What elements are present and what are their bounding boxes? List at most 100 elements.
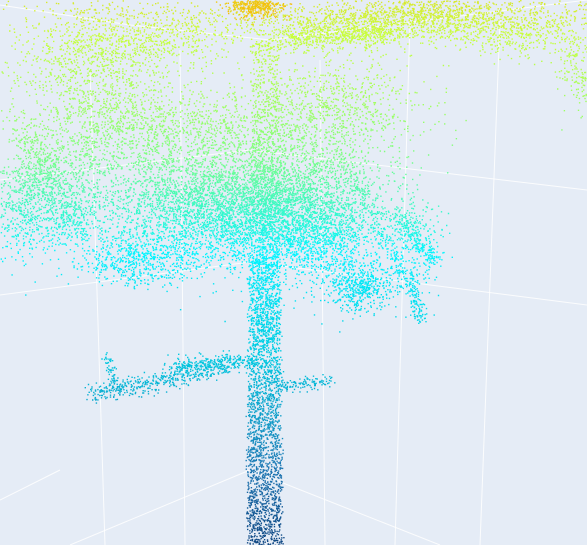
point-cloud-marker-group — [22, 43, 578, 46]
point-cloud-marker-group — [11, 207, 415, 210]
point-cloud-marker-group — [27, 156, 408, 159]
grid-line — [129, 24, 271, 41]
point-cloud-marker-group — [21, 189, 370, 192]
point-cloud-marker-group — [247, 539, 282, 541]
point-cloud-marker-group — [255, 430, 273, 432]
point-cloud-marker-group — [253, 404, 279, 407]
point-cloud-marker-group — [105, 353, 272, 357]
point-cloud-marker-group — [36, 56, 585, 60]
point-cloud-marker-group — [57, 17, 587, 20]
point-cloud-marker-group — [260, 446, 262, 449]
point-cloud-marker-group — [25, 294, 440, 297]
point-cloud-marker-group — [248, 487, 282, 490]
point-cloud-marker-group — [246, 435, 279, 438]
point-cloud-marker-group — [264, 252, 267, 254]
point-cloud-marker-group — [12, 177, 365, 180]
point-cloud-marker-group — [22, 160, 398, 163]
point-cloud-marker-group — [38, 225, 435, 227]
point-cloud-marker-group — [6, 62, 577, 65]
point-cloud-marker-group — [269, 423, 271, 425]
point-cloud-marker-group — [133, 287, 418, 290]
point-cloud-marker-group — [269, 461, 281, 464]
point-cloud-marker-group — [251, 416, 278, 420]
grid-line — [394, 19, 411, 545]
point-cloud-marker-group — [249, 532, 268, 535]
point-cloud-marker-group — [258, 331, 281, 335]
point-cloud-marker-group — [18, 204, 322, 207]
point-cloud-marker-group — [250, 454, 279, 457]
point-cloud-marker-group — [236, 2, 278, 15]
point-cloud-marker-group — [253, 340, 275, 343]
point-cloud-marker-group — [129, 15, 552, 18]
point-cloud-marker-group — [20, 51, 587, 55]
point-cloud-marker-group — [24, 219, 374, 221]
point-cloud-marker-group — [261, 326, 276, 329]
point-cloud-marker-group — [37, 158, 345, 161]
point-cloud-marker-group — [82, 95, 578, 99]
point-cloud-marker-group — [247, 433, 280, 436]
point-cloud-marker-group — [42, 249, 432, 252]
point-cloud-marker-group — [2, 7, 585, 11]
point-cloud-marker-group — [259, 413, 270, 415]
point-cloud-marker-group — [248, 305, 428, 310]
point-cloud-marker-group — [30, 243, 428, 246]
point-cloud-marker-group — [187, 384, 308, 387]
point-cloud-marker-group — [248, 409, 250, 411]
point-cloud-marker-group — [249, 539, 279, 542]
point-cloud-marker-group — [19, 141, 393, 144]
point-cloud-marker-group — [6, 172, 395, 175]
point-cloud-marker-group — [106, 366, 281, 369]
point-cloud-marker-group — [39, 220, 416, 223]
point-cloud-marker-group — [12, 217, 414, 220]
point-cloud-marker-group — [107, 360, 278, 364]
point-cloud-marker-group — [252, 527, 260, 530]
point-cloud-marker-group — [8, 204, 373, 207]
point-cloud-marker-group — [23, 241, 438, 244]
point-cloud-marker-group — [9, 23, 583, 27]
point-cloud-marker-group — [18, 239, 431, 242]
point-cloud-marker-group — [12, 210, 401, 213]
point-cloud-marker-group — [253, 324, 279, 328]
point-cloud-marker-group — [251, 343, 279, 348]
point-cloud-marker-group — [247, 481, 283, 484]
point-cloud-marker-group — [8, 206, 379, 209]
point-cloud-marker-group — [251, 301, 418, 304]
point-cloud-marker-group — [21, 163, 379, 166]
point-cloud-marker-group — [31, 231, 375, 233]
point-cloud-marker-group — [19, 34, 573, 38]
point-cloud-marker-group — [412, 246, 414, 248]
point-cloud-marker-group — [106, 362, 281, 365]
point-cloud-marker-group — [17, 145, 394, 148]
point-cloud-marker-group — [212, 292, 423, 296]
point-cloud-marker-group — [11, 103, 425, 106]
point-cloud-marker-group — [249, 346, 280, 350]
point-cloud-marker-group — [14, 114, 583, 118]
point-cloud-marker-group — [17, 252, 428, 256]
point-cloud-marker-group — [250, 490, 252, 492]
point-cloud-marker-group — [30, 126, 387, 129]
point-cloud-marker-group — [56, 275, 438, 279]
point-cloud-marker-group — [121, 166, 408, 168]
point-cloud-marker-group — [250, 522, 263, 525]
point-cloud-marker-group — [129, 29, 523, 31]
point-cloud-marker-group — [9, 242, 431, 245]
point-cloud-marker-group — [247, 473, 282, 476]
point-cloud-marker-group — [87, 383, 327, 386]
point-cloud-marker-group — [253, 456, 283, 459]
point-cloud-marker-group — [199, 360, 279, 362]
point-cloud-marker-group — [11, 45, 580, 48]
point-cloud-marker-group — [246, 511, 284, 513]
point-cloud-marker-group — [252, 438, 269, 441]
point-cloud-marker-group — [134, 281, 427, 284]
point-cloud-marker-group — [109, 359, 278, 362]
point-cloud-marker-group — [41, 49, 579, 53]
point-cloud-marker-group — [95, 382, 336, 385]
point-cloud-marker-group — [261, 466, 278, 468]
point-cloud-marker-group — [67, 282, 421, 286]
point-cloud-marker-group — [249, 303, 426, 308]
point-cloud-marker-group — [19, 183, 418, 186]
point-cloud-marker-group — [245, 415, 278, 418]
point-cloud-marker-group — [31, 148, 328, 150]
